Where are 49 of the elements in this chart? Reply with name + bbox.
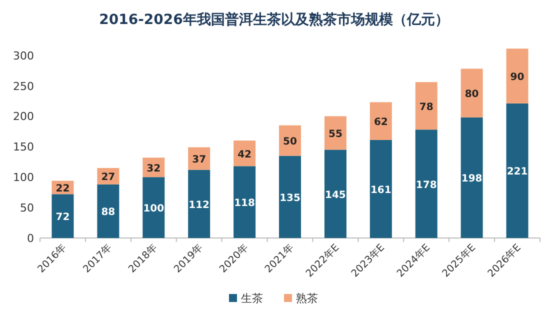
data-label: 37 — [192, 154, 206, 166]
data-label: 32 — [146, 163, 161, 174]
bar — [142, 177, 165, 238]
y-tick-label: 150 — [13, 140, 34, 154]
data-label: 112 — [188, 200, 210, 211]
y-tick-label: 100 — [13, 171, 34, 184]
data-label: 88 — [101, 207, 116, 218]
data-label: 198 — [461, 174, 482, 185]
data-label: 161 — [370, 184, 392, 196]
bar — [460, 68, 483, 118]
y-tick-label: 300 — [13, 49, 34, 62]
data-label: 78 — [419, 102, 434, 113]
bar — [97, 184, 120, 238]
data-label: 90 — [510, 72, 524, 84]
data-label: 50 — [283, 136, 297, 148]
bar — [234, 166, 256, 238]
data-label: 100 — [143, 204, 164, 215]
bar — [279, 125, 301, 156]
bar — [188, 170, 210, 238]
bar — [324, 116, 346, 150]
data-label: 22 — [56, 183, 70, 194]
data-label: 27 — [101, 172, 116, 184]
data-label: 145 — [325, 190, 346, 201]
bar — [324, 150, 346, 238]
y-tick-label: 0 — [27, 232, 34, 245]
data-label: 221 — [506, 166, 528, 178]
y-tick-label: 250 — [13, 80, 34, 93]
data-label: 80 — [464, 89, 479, 100]
data-label: 55 — [328, 128, 342, 140]
bar — [415, 130, 438, 238]
bar — [370, 102, 392, 140]
data-label: 72 — [56, 212, 70, 224]
data-label: 135 — [280, 192, 300, 204]
chart-title: 2016-2026年我国普洱生茶以及熟茶市场规模（亿元） — [99, 11, 449, 28]
data-label: 62 — [374, 117, 388, 128]
bar — [415, 82, 438, 130]
data-label: 118 — [234, 198, 256, 210]
y-tick-label: 50 — [20, 202, 34, 215]
bar — [52, 194, 74, 238]
data-label: 178 — [416, 180, 437, 191]
legend-label: 生茶 — [241, 292, 263, 305]
data-label: 42 — [238, 149, 252, 160]
bar — [370, 140, 392, 238]
bar — [460, 117, 483, 238]
bar — [506, 48, 528, 104]
y-tick-label: 200 — [13, 110, 34, 124]
bar — [506, 103, 528, 238]
bar — [279, 156, 301, 238]
legend-label: 熟茶 — [296, 292, 318, 305]
